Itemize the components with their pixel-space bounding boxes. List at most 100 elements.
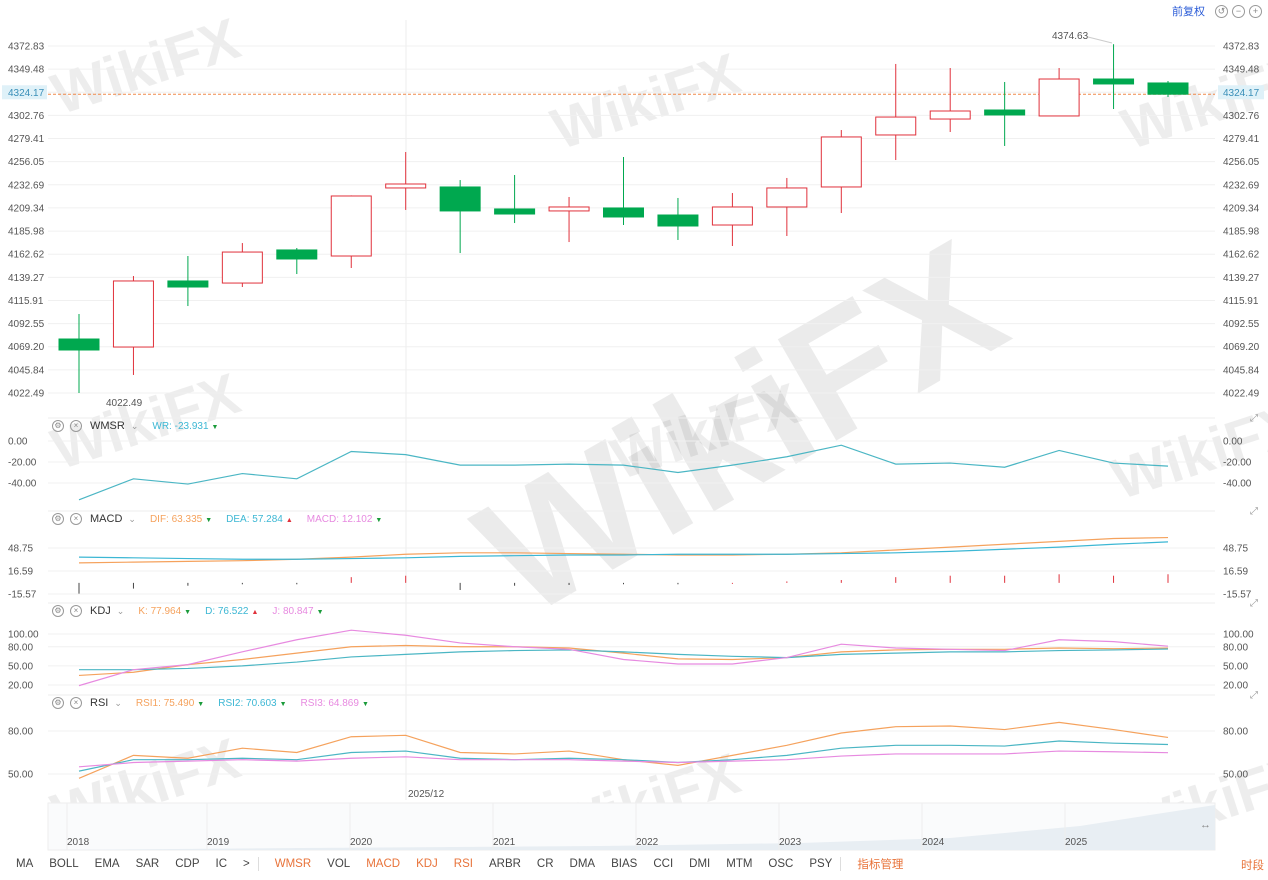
candle [385,152,427,210]
y-tick-left: 4279.41 [8,134,45,145]
candle-body [330,195,372,257]
candle-body [766,187,808,208]
indicator-tab-cdp[interactable]: CDP [175,858,200,870]
gear-icon[interactable]: ⚙ [52,605,64,617]
indicator-tab-osc[interactable]: OSC [768,858,794,870]
indicator-tick-right: -20.00 [1223,458,1252,469]
indicator-tab-mtm[interactable]: MTM [726,858,753,870]
indicator-name[interactable]: RSI [90,697,109,709]
x-axis-year-label: 2024 [922,837,945,848]
close-icon[interactable]: × [70,420,82,432]
legend-value: 12.102 [341,513,373,525]
gear-icon[interactable]: ⚙ [52,420,64,432]
legend-label: RSI3: [300,697,326,709]
adjust-mode-button[interactable]: 前复权 [1172,6,1205,18]
indicator-tab-bias[interactable]: BIAS [611,858,638,870]
x-axis-year-label: 2019 [207,837,230,848]
wmsr-header: ⚙ × WMSR ⌄ WR: -23.931 ▼ [52,419,218,433]
chevron-down-icon[interactable]: ⌄ [130,420,139,431]
triangle-down-icon: ▼ [205,516,213,524]
y-tick-left: 4045.84 [8,365,45,376]
undo-icon[interactable]: ↺ [1215,4,1228,18]
last-price-tag [2,85,47,100]
chevron-down-icon[interactable]: ⌄ [116,605,125,616]
watermark: WikiFX [544,41,748,163]
indicator-tab-cci[interactable]: CCI [653,858,674,870]
candle [548,196,590,243]
indicator-tick-left: 50.00 [8,770,33,781]
indicator-tab-sar[interactable]: SAR [135,858,160,870]
triangle-down-icon: ▼ [279,700,287,708]
zoom-in-icon[interactable]: + [1249,4,1262,18]
gear-icon[interactable]: ⚙ [52,697,64,709]
indicator-bar: MA BOLL EMA SAR CDP IC > WMSR VOL MACD KDJ RSI ARBR C… [0,854,1268,874]
indicator-tab-cr[interactable]: CR [536,858,554,870]
indicator-tab-psy[interactable]: PSY [809,858,833,870]
close-icon[interactable]: × [70,605,82,617]
last-price-tag [1218,85,1264,100]
indicator-name[interactable]: MACD [90,513,123,525]
rsi-header: ⚙ × RSI ⌄ RSI1: 75.490 ▼ RSI2: 70.603 ▼ RSI3: 64… [52,696,369,710]
legend-item: MACD: 12.102 ▼ [307,514,383,525]
crosshair-date-label: 2025/12 [408,789,445,800]
indicator-tab-more[interactable]: > [243,858,250,870]
close-icon[interactable]: × [70,697,82,709]
indicator-tab-ema[interactable]: EMA [94,858,120,870]
indicator-tab-ic[interactable]: IC [215,858,228,870]
triangle-down-icon: ▼ [316,608,324,616]
indicator-tab-wmsr[interactable]: WMSR [274,858,312,870]
min-price-label: 4022.49 [106,398,143,409]
legend-value: 57.284 [252,513,283,525]
legend-item: WR: -23.931 ▼ [152,421,218,432]
y-tick-right: 4185.98 [1223,227,1260,238]
indicator-tick-left: 80.00 [8,642,33,653]
indicator-manage-button[interactable]: 指标管理 [857,859,904,871]
candle [276,247,318,275]
expand-icon[interactable]: ⤢ [1250,598,1258,609]
candle-body [167,280,209,288]
gear-icon[interactable]: ⚙ [52,513,64,525]
triangle-down-icon: ▼ [211,423,219,431]
candle [439,180,481,254]
indicator-tab-rsi[interactable]: RSI [453,858,473,870]
indicator-tab-dmi[interactable]: DMI [689,858,711,870]
candle [711,193,753,247]
legend-label: DIF: [149,513,169,525]
legend-value: 63.335 [171,513,203,525]
indicator-tab-boll[interactable]: BOLL [49,858,79,870]
indicator-tick-right: -40.00 [1223,479,1252,490]
candle [657,197,699,240]
close-icon[interactable]: × [70,513,82,525]
j-line [78,629,1169,687]
chevron-down-icon[interactable]: ⌄ [128,513,136,524]
expand-icon[interactable]: ⤢ [1250,413,1258,424]
indicator-name[interactable]: WMSR [90,420,125,432]
d-line [79,648,1169,671]
expand-icon[interactable]: ⤢ [1250,690,1258,701]
y-tick-left: 4209.34 [8,203,45,214]
indicator-name[interactable]: KDJ [90,605,111,617]
y-tick-left: 4324.17 [8,88,45,99]
y-tick-left: 4092.55 [8,319,45,330]
max-price-label: 4374.63 [1052,31,1089,42]
y-tick-left: 4372.83 [8,42,45,53]
indicator-tab-ma[interactable]: MA [16,858,34,870]
top-toolbar: 前复权 ↺ − + [1172,3,1262,19]
indicator-tab-dma[interactable]: DMA [569,858,596,870]
legend-item: D: 76.522 ▲ [205,606,258,617]
indicator-tab-arbr[interactable]: ARBR [488,858,521,870]
indicator-tab-kdj[interactable]: KDJ [416,858,438,870]
candle-body [548,206,590,212]
indicator-tab-vol[interactable]: VOL [327,858,351,870]
expand-icon[interactable]: ⤢ [1250,506,1258,517]
triangle-down-icon: ▼ [197,700,205,708]
indicator-tab-macd[interactable]: MACD [366,858,401,870]
zoom-out-icon[interactable]: − [1232,4,1245,18]
chevron-down-icon[interactable]: ⌄ [114,697,122,708]
legend-label: DEA: [226,513,250,525]
candle-body [603,207,644,218]
legend-value: 76.522 [217,605,249,617]
period-button[interactable]: 时段 [1241,860,1264,872]
legend-item: RSI1: 75.490 ▼ [136,698,204,709]
